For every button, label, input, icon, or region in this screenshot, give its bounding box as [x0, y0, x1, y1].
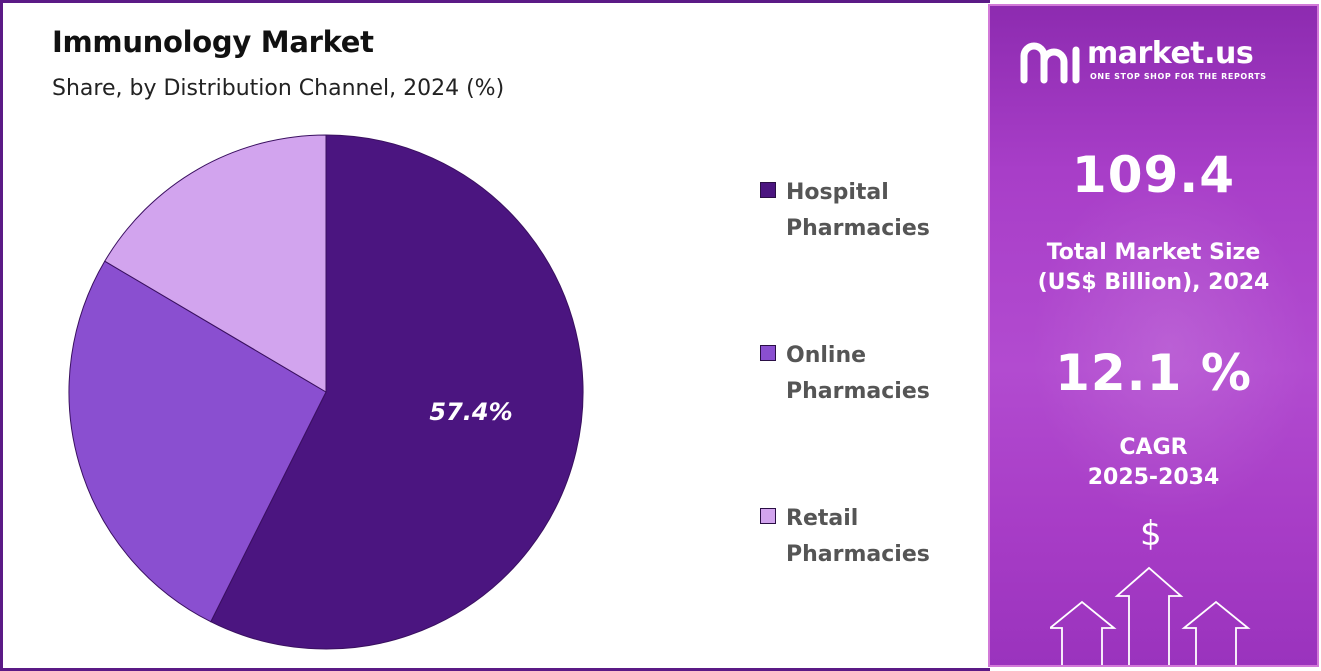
pie-chart: 57.4% — [68, 134, 584, 650]
chart-subtitle: Share, by Distribution Channel, 2024 (%) — [52, 76, 505, 101]
cagr-caption-line2: 2025-2034 — [1087, 465, 1220, 490]
pie-slice-online-pharmacies — [68, 260, 327, 623]
legend-swatch-hospital — [760, 182, 776, 198]
legend-swatch-online — [760, 345, 776, 361]
cagr-caption: CAGR 2025-2034 — [990, 433, 1317, 493]
stats-sidebar: market.us ONE STOP SHOP FOR THE REPORTS … — [988, 4, 1319, 667]
pie-slice-hospital-pharmacies — [210, 134, 584, 650]
cagr-caption-line1: CAGR — [1119, 435, 1188, 460]
dollar-icon: $ — [1140, 514, 1162, 554]
legend-label-online-line2: Pharmacies — [786, 379, 930, 404]
market-size-caption-line2: (US$ Billion), 2024 — [1037, 270, 1270, 295]
legend-label-hospital-line2: Pharmacies — [786, 216, 930, 241]
market-size-caption: Total Market Size (US$ Billion), 2024 — [990, 238, 1317, 298]
legend-label-retail-line2: Pharmacies — [786, 542, 930, 567]
growth-arrows-icon — [1050, 566, 1251, 665]
brand-name: market.us — [1087, 36, 1254, 71]
chart-title: Immunology Market — [52, 25, 374, 59]
pie-slice-retail-pharmacies — [104, 134, 327, 393]
legend-label-hospital-line1: Hospital — [786, 180, 889, 205]
legend-label-online-line1: Online — [786, 343, 867, 368]
legend-label-retail-line1: Retail — [786, 506, 859, 531]
legend-swatch-retail — [760, 508, 776, 524]
brand-tagline: ONE STOP SHOP FOR THE REPORTS — [1090, 72, 1267, 81]
market-us-logo-icon — [1020, 42, 1080, 84]
market-size-caption-line1: Total Market Size — [1046, 240, 1261, 265]
pie-data-label: 57.4% — [429, 398, 512, 426]
market-size-value: 109.4 — [1071, 146, 1236, 204]
cagr-value: 12.1 % — [1055, 344, 1252, 402]
background-glow — [1030, 166, 1310, 526]
